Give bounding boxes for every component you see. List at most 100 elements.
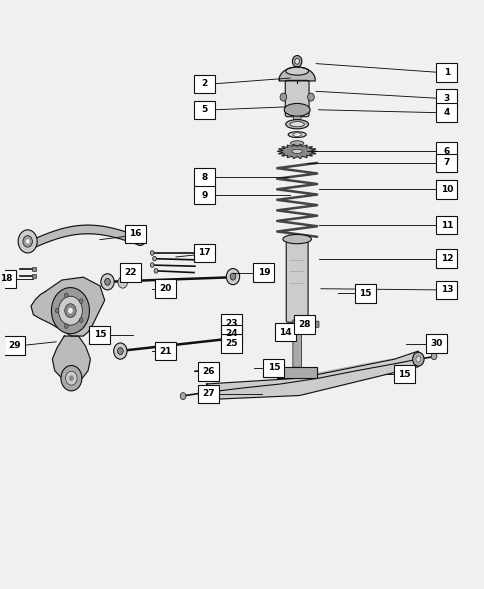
FancyBboxPatch shape — [293, 315, 314, 334]
FancyBboxPatch shape — [155, 280, 176, 298]
Ellipse shape — [291, 150, 302, 153]
Circle shape — [294, 58, 299, 64]
Text: 10: 10 — [440, 185, 452, 194]
Text: 28: 28 — [298, 320, 310, 329]
Polygon shape — [52, 336, 90, 382]
Circle shape — [152, 256, 156, 261]
FancyBboxPatch shape — [4, 336, 25, 355]
Polygon shape — [277, 144, 317, 158]
Text: 14: 14 — [278, 327, 291, 336]
Text: 8: 8 — [201, 173, 207, 182]
Circle shape — [79, 299, 83, 303]
FancyBboxPatch shape — [279, 329, 285, 336]
FancyBboxPatch shape — [197, 385, 218, 403]
Circle shape — [279, 93, 286, 101]
FancyBboxPatch shape — [436, 180, 456, 198]
FancyBboxPatch shape — [292, 320, 301, 367]
Circle shape — [18, 230, 37, 253]
FancyBboxPatch shape — [293, 110, 301, 123]
Text: 2: 2 — [201, 80, 207, 88]
Circle shape — [307, 93, 314, 101]
Ellipse shape — [282, 234, 311, 244]
FancyBboxPatch shape — [313, 321, 318, 327]
Text: 15: 15 — [93, 330, 106, 339]
FancyBboxPatch shape — [120, 263, 141, 282]
FancyBboxPatch shape — [285, 80, 308, 117]
Ellipse shape — [292, 133, 301, 136]
Circle shape — [65, 371, 77, 385]
Text: 20: 20 — [159, 284, 171, 293]
Text: 27: 27 — [201, 389, 214, 398]
Ellipse shape — [285, 67, 308, 75]
FancyBboxPatch shape — [194, 244, 214, 262]
FancyBboxPatch shape — [286, 239, 307, 322]
Text: 30: 30 — [429, 339, 442, 348]
Circle shape — [101, 274, 114, 290]
Circle shape — [61, 366, 82, 391]
Circle shape — [150, 263, 154, 267]
Text: 5: 5 — [201, 105, 207, 114]
Polygon shape — [26, 225, 140, 251]
Ellipse shape — [227, 337, 236, 343]
Text: 24: 24 — [225, 329, 237, 338]
Ellipse shape — [284, 104, 309, 116]
Circle shape — [51, 287, 89, 334]
Polygon shape — [277, 366, 317, 378]
Text: 15: 15 — [267, 363, 280, 372]
FancyBboxPatch shape — [436, 280, 456, 299]
Circle shape — [135, 231, 146, 246]
Circle shape — [64, 324, 68, 328]
Text: 15: 15 — [397, 370, 409, 379]
Text: 6: 6 — [443, 147, 449, 156]
FancyBboxPatch shape — [221, 325, 242, 343]
Text: 23: 23 — [225, 319, 237, 328]
Text: 11: 11 — [440, 221, 452, 230]
Text: 26: 26 — [202, 367, 214, 376]
FancyBboxPatch shape — [221, 335, 242, 353]
Text: 25: 25 — [225, 339, 237, 348]
Circle shape — [68, 308, 73, 313]
Text: 29: 29 — [8, 341, 21, 350]
FancyBboxPatch shape — [436, 89, 456, 107]
FancyBboxPatch shape — [274, 323, 295, 341]
Text: 16: 16 — [129, 229, 141, 239]
FancyBboxPatch shape — [125, 224, 146, 243]
Circle shape — [212, 366, 217, 372]
Circle shape — [412, 352, 423, 366]
Circle shape — [105, 279, 110, 285]
Text: 1: 1 — [443, 68, 449, 77]
FancyBboxPatch shape — [0, 270, 16, 288]
Text: 21: 21 — [159, 346, 171, 356]
Text: 18: 18 — [0, 274, 12, 283]
Polygon shape — [206, 351, 418, 399]
Text: 15: 15 — [358, 289, 371, 298]
FancyBboxPatch shape — [194, 101, 214, 119]
FancyBboxPatch shape — [436, 250, 456, 268]
Circle shape — [180, 393, 185, 399]
FancyBboxPatch shape — [197, 362, 218, 380]
Text: 19: 19 — [257, 268, 270, 277]
Circle shape — [113, 343, 127, 359]
FancyBboxPatch shape — [436, 154, 456, 172]
Text: 4: 4 — [443, 108, 449, 117]
Circle shape — [154, 269, 158, 273]
Circle shape — [150, 251, 154, 255]
FancyBboxPatch shape — [436, 216, 456, 234]
FancyBboxPatch shape — [32, 274, 36, 279]
Ellipse shape — [224, 329, 232, 335]
FancyBboxPatch shape — [263, 359, 284, 377]
FancyBboxPatch shape — [221, 314, 242, 333]
Circle shape — [430, 353, 436, 360]
FancyBboxPatch shape — [436, 63, 456, 81]
Circle shape — [226, 269, 239, 284]
FancyBboxPatch shape — [155, 342, 176, 360]
FancyBboxPatch shape — [194, 168, 214, 187]
Ellipse shape — [287, 132, 305, 137]
FancyBboxPatch shape — [194, 186, 214, 204]
Circle shape — [55, 309, 59, 313]
Circle shape — [118, 277, 127, 288]
Circle shape — [117, 348, 123, 355]
Ellipse shape — [290, 141, 303, 146]
Circle shape — [79, 318, 83, 322]
FancyBboxPatch shape — [393, 365, 414, 383]
